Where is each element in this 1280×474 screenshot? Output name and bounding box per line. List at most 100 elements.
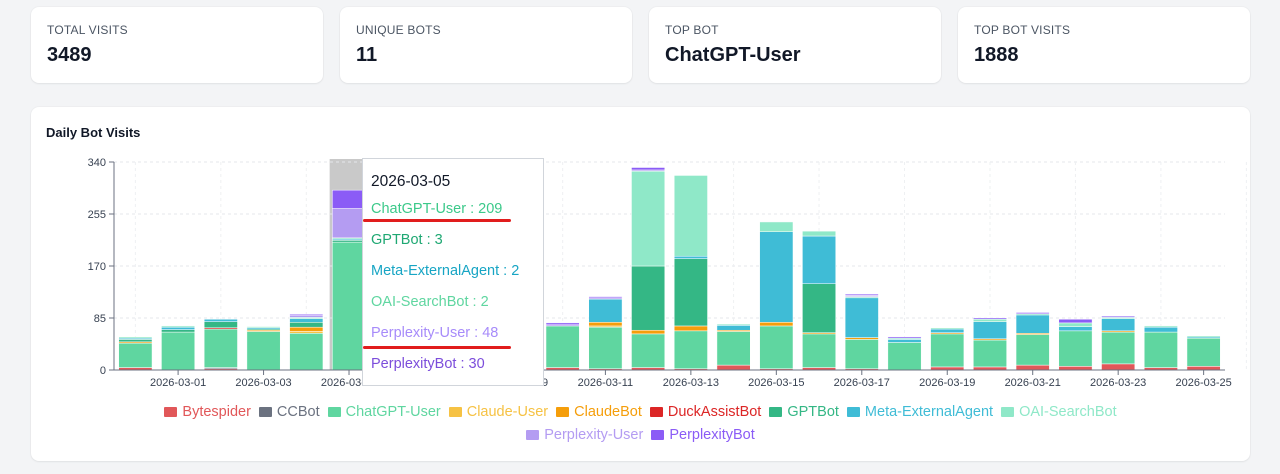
bar-segment <box>118 342 153 368</box>
bar-segment <box>802 235 836 284</box>
chart-legend: Perplexity-User PerplexityBot <box>31 424 1250 446</box>
bar-segment <box>289 315 324 318</box>
legend-label: Bytespider <box>182 404 251 420</box>
bar-segment <box>844 297 879 338</box>
legend-swatch <box>1001 407 1015 417</box>
bar-segment <box>631 170 666 267</box>
y-tick-label: 255 <box>88 209 106 221</box>
legend-item[interactable]: PerplexityBot <box>651 424 755 446</box>
bar-segment <box>246 331 281 371</box>
stat-value: 1888 <box>974 44 1019 66</box>
tooltip-highlight-underline <box>363 346 511 349</box>
bar-segment <box>759 231 794 323</box>
legend-item[interactable]: OAI-SearchBot <box>1001 401 1117 423</box>
bar-segment <box>673 255 708 259</box>
legend-item[interactable]: ChatGPT-User <box>327 401 441 423</box>
tooltip-date: 2026-03-05 <box>371 173 451 190</box>
legend-item[interactable]: DuckAssistBot <box>649 401 762 423</box>
stat-card-unique-bots: UNIQUE BOTS 11 <box>340 7 632 83</box>
stat-card-total-visits: TOTAL VISITS 3489 <box>31 7 323 83</box>
legend-item[interactable]: CCBot <box>258 401 320 423</box>
y-tick-label: 85 <box>94 313 106 325</box>
bar-segment <box>1015 312 1050 314</box>
bar-segment <box>161 329 196 333</box>
bar-segment <box>118 336 153 339</box>
bar-segment <box>161 326 196 330</box>
bar-segment <box>673 330 708 370</box>
stat-value: 11 <box>356 44 378 66</box>
bar-segment <box>332 240 366 243</box>
bar-segment <box>1101 331 1136 365</box>
bar-segment <box>1058 330 1093 367</box>
tooltip-row: ChatGPT-User : 209 <box>371 201 503 217</box>
bar-segment <box>1186 337 1221 367</box>
bar-segment <box>716 323 751 326</box>
bar-segment <box>1058 366 1093 371</box>
bar-segment <box>161 331 196 371</box>
legend-label: GPTBot <box>787 404 839 420</box>
legend-item[interactable]: ClaudeBot <box>556 401 642 423</box>
bar-segment <box>1101 318 1136 332</box>
legend-item[interactable]: GPTBot <box>769 401 839 423</box>
bar-segment <box>930 327 965 330</box>
bar-segment <box>759 221 794 232</box>
legend-swatch <box>556 407 570 417</box>
tooltip-row: OAI-SearchBot : 2 <box>371 294 489 310</box>
legend-item[interactable]: Bytespider <box>164 401 251 423</box>
bar-segment <box>930 328 965 333</box>
bar-segment <box>332 189 366 209</box>
daily-bot-visits-card: Daily Bot Visits 0 85 170 255 340 2026-03-01 2… <box>31 107 1250 461</box>
bar-segment <box>973 321 1007 340</box>
bar-segment <box>930 333 965 368</box>
legend-label: Perplexity-User <box>544 427 644 443</box>
bar-segment <box>973 318 1007 322</box>
bar-segment <box>588 298 623 323</box>
bar-segment <box>1058 318 1093 324</box>
bar-segment <box>802 283 836 333</box>
stat-label: TOP BOT <box>665 23 719 37</box>
tooltip-row: PerplexityBot : 30 <box>371 356 485 372</box>
bar-segment <box>673 175 708 257</box>
bar-segment <box>716 364 751 371</box>
legend-swatch <box>846 407 860 417</box>
bar-segment <box>1143 326 1178 333</box>
bar-segment <box>716 331 751 366</box>
bar-segment <box>289 314 324 316</box>
bar-segment <box>759 325 794 370</box>
legend-item[interactable]: Claude-User <box>448 401 548 423</box>
bar-segment <box>1015 364 1050 371</box>
tooltip-row: Meta-ExternalAgent : 2 <box>371 263 520 279</box>
bar-segment <box>545 325 580 368</box>
stacked-bar-chart[interactable]: 0 85 170 255 340 2026-03-01 2026-03-03 2026-03-… <box>31 107 1250 461</box>
legend-swatch <box>649 407 663 417</box>
bar-segment <box>203 321 238 329</box>
bar-segment <box>246 326 281 329</box>
stat-label: TOTAL VISITS <box>47 23 128 37</box>
x-tick-label: 2026-03-11 <box>578 377 633 389</box>
bar-segment <box>673 258 708 327</box>
legend-label: ChatGPT-User <box>345 404 441 420</box>
bar-segment <box>289 331 324 334</box>
x-tick-label: 2026-03-13 <box>663 377 719 389</box>
bar-segment <box>716 325 751 331</box>
bar-segment <box>203 328 238 368</box>
bar-segment <box>161 325 196 328</box>
bar-segment <box>588 296 623 299</box>
tooltip-row: GPTBot : 3 <box>371 232 443 248</box>
legend-item[interactable]: Meta-ExternalAgent <box>846 401 993 423</box>
bar-segment <box>1058 326 1093 332</box>
bar-segment <box>844 293 879 296</box>
bar-segment <box>118 339 153 343</box>
y-tick-label: 0 <box>100 365 106 377</box>
bar-segment <box>1058 322 1093 327</box>
legend-label: OAI-SearchBot <box>1019 404 1117 420</box>
bar-segment <box>802 333 836 368</box>
legend-item[interactable]: Perplexity-User <box>526 424 643 446</box>
bar-segment <box>1015 334 1050 366</box>
chart-title: Daily Bot Visits <box>46 125 141 140</box>
bar-segment <box>759 322 794 327</box>
stat-value: ChatGPT-User <box>665 44 801 66</box>
x-tick-label: 2026-03-17 <box>834 377 890 389</box>
bar-segment <box>332 241 366 371</box>
legend-label: DuckAssistBot <box>667 404 762 420</box>
